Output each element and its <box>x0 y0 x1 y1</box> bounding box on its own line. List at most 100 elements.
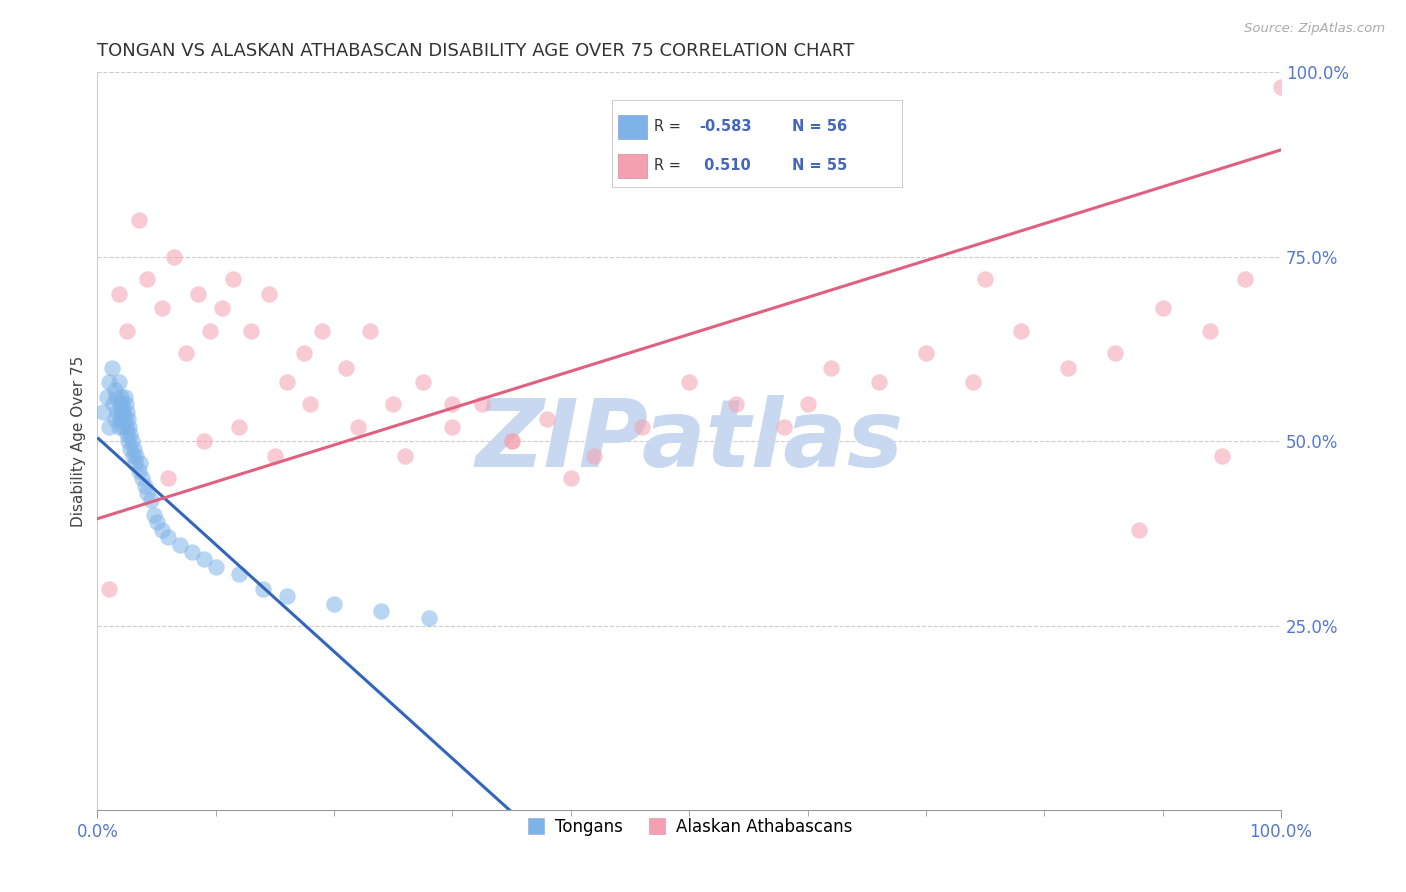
Point <box>394 449 416 463</box>
Point <box>157 471 180 485</box>
Point <box>143 508 166 522</box>
Point <box>104 412 127 426</box>
Point <box>115 426 138 441</box>
Point <box>222 272 245 286</box>
Point <box>117 434 139 449</box>
Point <box>118 419 141 434</box>
Point <box>323 597 346 611</box>
Point <box>107 376 129 390</box>
Point <box>471 397 494 411</box>
Y-axis label: Disability Age Over 75: Disability Age Over 75 <box>72 356 86 527</box>
Point <box>114 412 136 426</box>
Point <box>915 345 938 359</box>
Point <box>796 397 818 411</box>
Point <box>382 397 405 411</box>
Point <box>108 412 131 426</box>
Point <box>240 324 263 338</box>
Point <box>1057 360 1080 375</box>
Point <box>193 552 215 566</box>
Point <box>128 464 150 478</box>
Point <box>111 397 134 411</box>
Point <box>128 213 150 227</box>
Point <box>441 397 464 411</box>
Point <box>120 442 142 456</box>
Point <box>96 390 118 404</box>
Point <box>111 412 134 426</box>
Point <box>772 419 794 434</box>
Point <box>152 301 174 316</box>
Point <box>129 457 152 471</box>
Point <box>121 449 143 463</box>
Point <box>98 376 121 390</box>
Point <box>228 419 250 434</box>
Point <box>131 471 153 485</box>
Text: TONGAN VS ALASKAN ATHABASCAN DISABILITY AGE OVER 75 CORRELATION CHART: TONGAN VS ALASKAN ATHABASCAN DISABILITY … <box>97 42 855 60</box>
Point <box>163 250 186 264</box>
Point <box>98 419 121 434</box>
Point <box>501 434 523 449</box>
Point <box>181 545 204 559</box>
Text: Source: ZipAtlas.com: Source: ZipAtlas.com <box>1244 22 1385 36</box>
Point <box>276 376 298 390</box>
Point <box>583 449 606 463</box>
Point <box>193 434 215 449</box>
Point <box>107 405 129 419</box>
Point <box>211 301 233 316</box>
Legend: Tongans, Alaskan Athabascans: Tongans, Alaskan Athabascans <box>520 811 859 842</box>
Point <box>124 457 146 471</box>
Point <box>157 530 180 544</box>
Point <box>1128 523 1150 537</box>
Point <box>299 397 322 411</box>
Point <box>678 376 700 390</box>
Point <box>359 324 381 338</box>
Point <box>820 360 842 375</box>
Point <box>1152 301 1174 316</box>
Point <box>974 272 997 286</box>
Point <box>112 405 135 419</box>
Point <box>114 390 136 404</box>
Point <box>105 390 128 404</box>
Point <box>121 434 143 449</box>
Point <box>101 397 124 411</box>
Point <box>1211 449 1233 463</box>
Point <box>1010 324 1032 338</box>
Point <box>104 383 127 397</box>
Point <box>257 286 280 301</box>
Point <box>98 582 121 596</box>
Point <box>346 419 368 434</box>
Point <box>115 324 138 338</box>
Point <box>418 611 440 625</box>
Point <box>136 486 159 500</box>
Point <box>501 434 523 449</box>
Point <box>139 493 162 508</box>
Point <box>187 286 209 301</box>
Point <box>120 426 142 441</box>
Point <box>114 419 136 434</box>
Point <box>134 478 156 492</box>
Point <box>725 397 748 411</box>
Point <box>117 412 139 426</box>
Point <box>169 537 191 551</box>
Point <box>962 376 984 390</box>
Point <box>110 405 132 419</box>
Point <box>264 449 287 463</box>
Point <box>560 471 582 485</box>
Point <box>107 286 129 301</box>
Point <box>112 419 135 434</box>
Point <box>91 405 114 419</box>
Point <box>311 324 333 338</box>
Point <box>536 412 558 426</box>
Point <box>115 405 138 419</box>
Point <box>114 397 136 411</box>
Text: ZIPatlas: ZIPatlas <box>475 395 903 487</box>
Point <box>107 419 129 434</box>
Point <box>100 360 122 375</box>
Point <box>252 582 274 596</box>
Point <box>122 442 145 456</box>
Point <box>630 419 652 434</box>
Point <box>174 345 197 359</box>
Point <box>108 397 131 411</box>
Point <box>152 523 174 537</box>
Point <box>1104 345 1126 359</box>
Point <box>1234 272 1257 286</box>
